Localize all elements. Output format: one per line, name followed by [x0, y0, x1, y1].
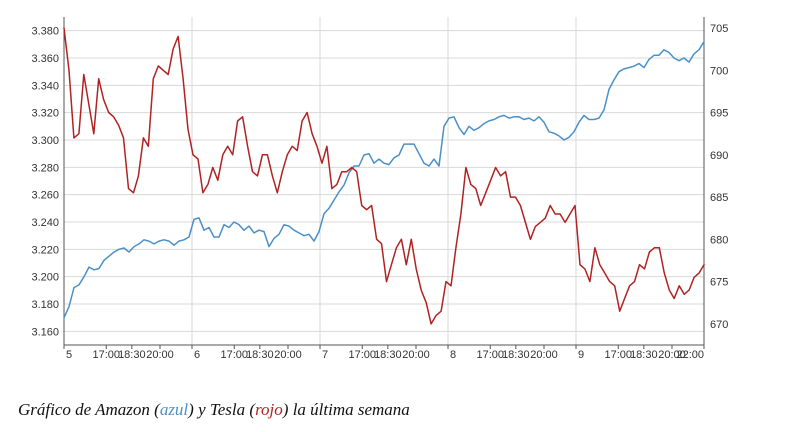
y-right-tick-label: 695	[710, 108, 728, 120]
x-tick-label-time: 20:00	[658, 349, 686, 361]
x-tick-label-time: 18:30	[502, 349, 530, 361]
x-tick-label-time: 22:00	[676, 349, 704, 361]
y-right-tick-label: 690	[710, 150, 728, 162]
y-left-tick-label: 3.360	[31, 53, 59, 65]
chart-svg: 3.160 3.180 3.200 3.220 3.240 3.260 3.280 3.300…	[31, 17, 728, 361]
caption-prefix: Gráfico de Amazon (	[18, 400, 160, 419]
y-right-tick-label: 675	[710, 277, 728, 289]
x-tick-label-time: 20:00	[146, 349, 174, 361]
y-left-tick-label: 3.280	[31, 162, 59, 174]
x-tick-label-time: 18:30	[630, 349, 658, 361]
y-right-tick-label: 670	[710, 319, 728, 331]
y-left-tick-label: 3.380	[31, 26, 59, 38]
y-left-tick-label: 3.300	[31, 135, 59, 147]
x-tick-label-time: 18:30	[118, 349, 146, 361]
x-tick-label-time: 17:00	[348, 349, 376, 361]
y-right-tick-label: 680	[710, 234, 728, 246]
y-left-tick-label: 3.160	[31, 326, 59, 338]
x-tick-label-time: 17:00	[92, 349, 120, 361]
y-left-tick-label: 3.240	[31, 217, 59, 229]
x-tick-label-day: 7	[322, 349, 328, 361]
series-line-tesla	[63, 27, 705, 325]
y-right-tick-label: 705	[710, 23, 728, 35]
stock-chart: 3.160 3.180 3.200 3.220 3.240 3.260 3.280 3.300…	[31, 17, 728, 361]
x-tick-label-time: 20:00	[274, 349, 302, 361]
series-line-amazon	[63, 40, 705, 319]
x-tick-label-time: 18:30	[246, 349, 274, 361]
x-tick-label-time: 17:00	[476, 349, 504, 361]
x-tick-label-day: 5	[66, 349, 72, 361]
chart-caption: Gráfico de Amazon (azul) y Tesla (rojo) …	[18, 400, 410, 420]
y-left-tick-label: 3.220	[31, 244, 59, 256]
y-left-tick-label: 3.200	[31, 272, 59, 284]
x-tick-label-day: 8	[450, 349, 456, 361]
x-tick-label-time: 17:00	[604, 349, 632, 361]
y-left-tick-label: 3.320	[31, 108, 59, 120]
x-tick-label-day: 9	[578, 349, 584, 361]
caption-amazon-color: azul	[159, 400, 189, 419]
caption-tesla-color: rojo	[255, 400, 283, 419]
y-left-tick-label: 3.340	[31, 80, 59, 92]
x-tick-label-time: 20:00	[402, 349, 430, 361]
x-tick-label-day: 6	[194, 349, 200, 361]
x-tick-label-time: 18:30	[374, 349, 402, 361]
x-tick-label-time: 20:00	[530, 349, 558, 361]
caption-suffix: ) la última semana	[282, 400, 410, 419]
y-left-tick-label: 3.260	[31, 190, 59, 202]
y-left-tick-label: 3.180	[31, 299, 59, 311]
y-right-tick-label: 685	[710, 192, 728, 204]
x-tick-label-time: 17:00	[220, 349, 248, 361]
caption-middle: ) y Tesla (	[188, 400, 256, 419]
y-right-tick-label: 700	[710, 65, 728, 77]
